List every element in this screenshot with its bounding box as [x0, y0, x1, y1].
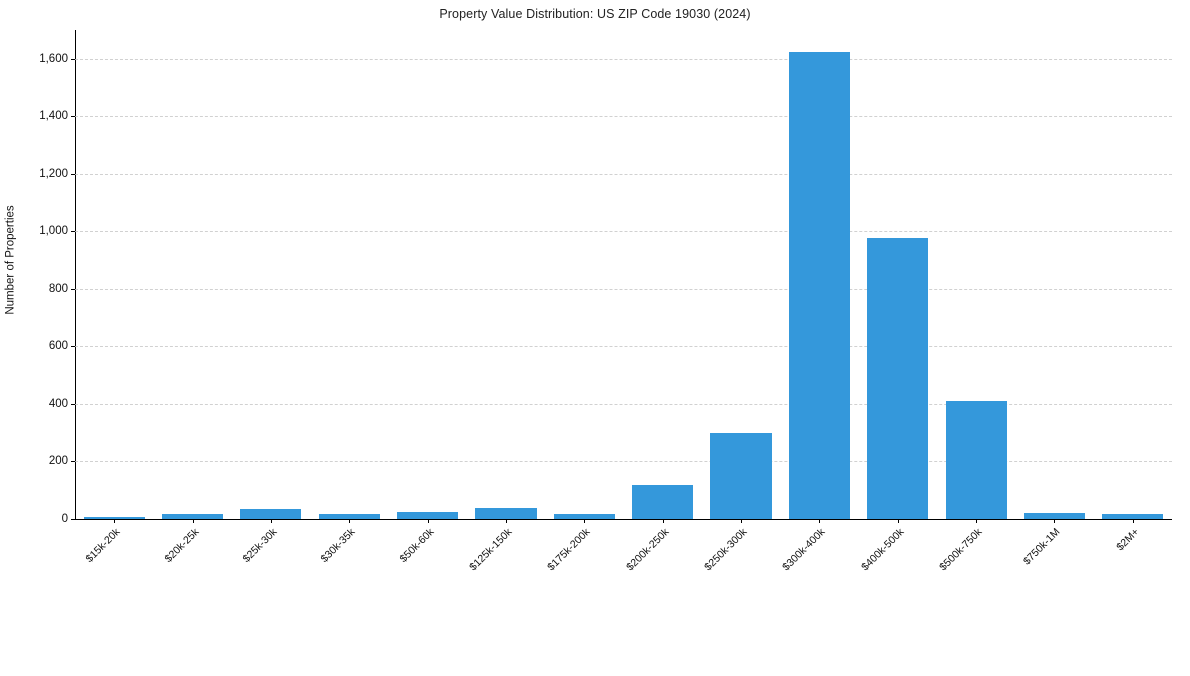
- y-tick-mark: [71, 346, 75, 348]
- gridline: [75, 173, 1172, 176]
- x-tick-mark: [662, 519, 664, 523]
- bar[interactable]: [1023, 513, 1085, 519]
- y-axis-label: Number of Properties: [2, 0, 20, 520]
- x-tick-mark: [427, 519, 429, 523]
- x-tick-mark: [584, 519, 586, 523]
- x-tick-mark: [1132, 519, 1134, 523]
- bar[interactable]: [240, 509, 302, 519]
- x-tick-label: $50k-60k: [397, 526, 437, 566]
- bar[interactable]: [318, 514, 380, 519]
- chart-figure: Property Value Distribution: US ZIP Code…: [2, 0, 1172, 574]
- x-tick-mark: [114, 519, 116, 523]
- gridline: [75, 116, 1172, 118]
- x-tick-mark: [897, 519, 899, 523]
- bar[interactable]: [867, 237, 929, 519]
- gridline: [75, 58, 1172, 61]
- bar[interactable]: [83, 517, 145, 519]
- x-tick-mark: [819, 519, 821, 523]
- x-tick-label: $750k-1M: [1021, 526, 1063, 568]
- y-tick-mark: [71, 403, 75, 405]
- y-tick-label: 600: [48, 340, 68, 353]
- y-tick-label: 1,000: [39, 225, 68, 238]
- x-tick-label: $500k-750k: [937, 526, 985, 574]
- bar[interactable]: [945, 400, 1007, 519]
- bar[interactable]: [710, 433, 772, 519]
- x-tick-label: $400k-500k: [858, 526, 907, 574]
- x-tick-mark: [349, 519, 351, 523]
- bar[interactable]: [788, 51, 850, 519]
- bar[interactable]: [161, 514, 224, 519]
- x-tick-mark: [192, 519, 194, 523]
- bar[interactable]: [553, 514, 615, 519]
- chart-title: Property Value Distribution: US ZIP Code…: [439, 7, 751, 21]
- plot-area: [75, 30, 1172, 519]
- gridline: [75, 346, 1172, 348]
- bar[interactable]: [397, 511, 459, 519]
- y-tick-label: 1,400: [39, 110, 68, 123]
- x-tick-label: $20k-25k: [161, 526, 202, 566]
- x-tick-label: $30k-35k: [318, 526, 358, 566]
- gridline: [75, 461, 1172, 463]
- y-axis-spine: [75, 30, 76, 520]
- x-tick-mark: [505, 519, 507, 523]
- y-tick-mark: [71, 519, 75, 520]
- y-tick-mark: [71, 116, 75, 118]
- x-tick-label: $300k-400k: [780, 526, 828, 574]
- gridline: [75, 231, 1172, 233]
- y-tick-mark: [71, 461, 75, 463]
- y-tick-label: 0: [61, 513, 68, 525]
- x-tick-label: $250k-300k: [702, 526, 750, 574]
- y-tick-label: 800: [48, 282, 68, 295]
- x-tick-label: $125k-150k: [467, 526, 515, 574]
- y-tick-mark: [71, 173, 75, 175]
- y-tick-mark: [71, 231, 75, 233]
- bar[interactable]: [475, 508, 537, 519]
- y-tick-label: 400: [48, 397, 68, 410]
- bar[interactable]: [632, 485, 694, 519]
- x-tick-label: $175k-200k: [545, 526, 593, 574]
- gridline: [75, 403, 1172, 406]
- x-tick-label: $200k-250k: [623, 526, 672, 574]
- x-tick-mark: [741, 519, 743, 523]
- x-tick-mark: [1054, 519, 1056, 523]
- x-tick-mark: [976, 519, 978, 523]
- y-tick-label: 1,200: [39, 167, 68, 180]
- x-tick-mark: [270, 519, 272, 523]
- y-tick-mark: [71, 288, 75, 290]
- x-tick-label: $25k-30k: [240, 526, 280, 566]
- y-tick-label: 1,600: [39, 52, 68, 65]
- x-tick-label: $15k-20k: [83, 526, 123, 566]
- y-tick-mark: [71, 58, 75, 60]
- x-axis-spine: [75, 519, 1172, 520]
- gridline: [75, 288, 1172, 291]
- y-tick-label: 200: [48, 455, 68, 468]
- y-axis-label-text: Number of Properties: [5, 205, 18, 315]
- bar[interactable]: [1102, 514, 1164, 519]
- x-tick-label: $2M+: [1114, 526, 1142, 554]
